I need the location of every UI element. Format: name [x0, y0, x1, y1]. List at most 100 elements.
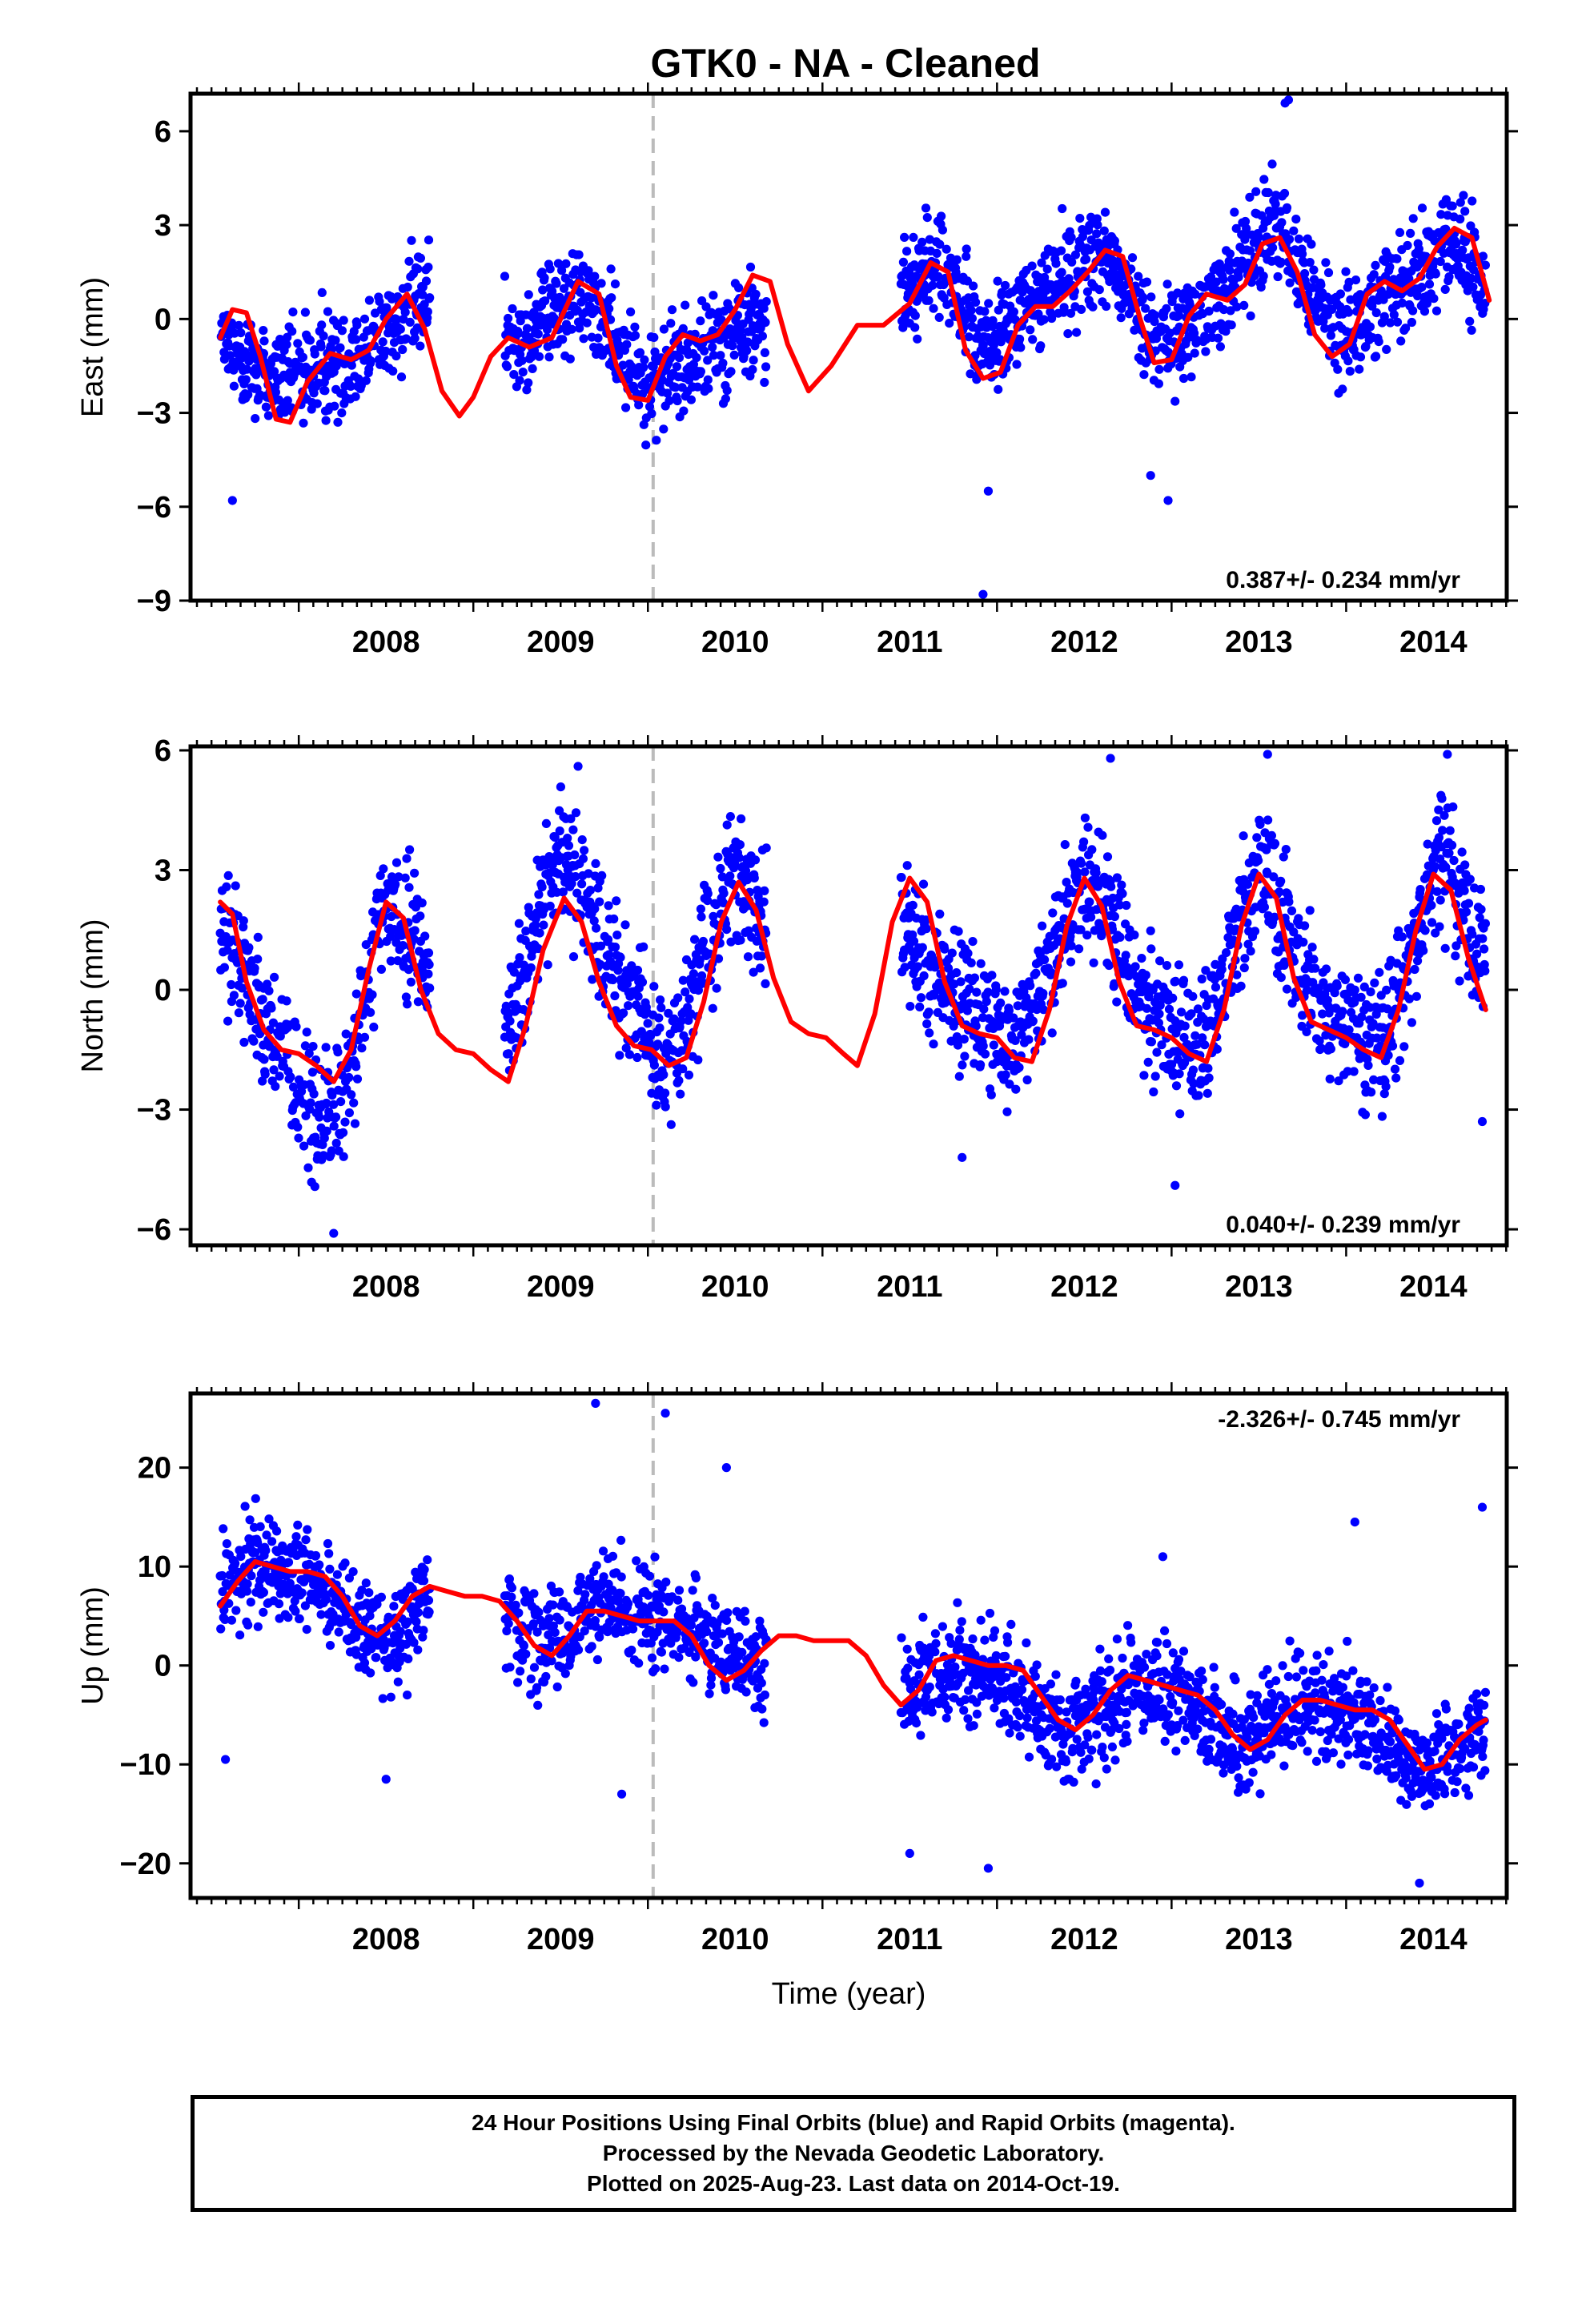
- data-point: [760, 377, 769, 388]
- data-point: [1423, 839, 1432, 849]
- data-point: [945, 319, 954, 328]
- data-point: [1452, 941, 1461, 951]
- data-point: [1208, 994, 1219, 1003]
- data-point: [622, 340, 632, 349]
- data-point: [502, 362, 512, 372]
- data-point: [942, 244, 951, 254]
- data-point: [644, 1571, 655, 1581]
- data-point: [1203, 1088, 1212, 1098]
- data-point: [696, 316, 705, 326]
- data-point: [971, 1021, 981, 1031]
- data-point: [532, 1627, 542, 1637]
- data-point: [305, 336, 315, 345]
- x-tick-label: 2011: [877, 625, 942, 659]
- data-point: [603, 935, 613, 944]
- data-point: [1355, 352, 1366, 362]
- data-point: [1189, 1079, 1199, 1088]
- data-point: [347, 1090, 356, 1100]
- data-point: [391, 858, 402, 867]
- data-point: [966, 369, 975, 379]
- data-point: [1246, 311, 1255, 321]
- data-point: [258, 1076, 267, 1086]
- data-point: [618, 360, 628, 370]
- data-point: [952, 968, 962, 978]
- data-point: [960, 1051, 970, 1061]
- data-point: [970, 973, 979, 983]
- data-point: [704, 384, 713, 393]
- data-point: [728, 341, 737, 351]
- data-point: [709, 911, 718, 921]
- data-point: [423, 1555, 432, 1565]
- data-point: [337, 326, 347, 336]
- data-point: [1436, 210, 1446, 219]
- data-point: [419, 1626, 428, 1635]
- data-point: [1383, 1051, 1393, 1060]
- data-point: [1146, 292, 1156, 302]
- data-point: [1353, 298, 1363, 308]
- data-point: [1193, 1004, 1203, 1014]
- data-point: [908, 900, 917, 910]
- data-point: [516, 1667, 525, 1676]
- data-point: [220, 1614, 230, 1624]
- data-point: [564, 841, 574, 850]
- data-point: [1082, 287, 1092, 296]
- data-point: [243, 1620, 253, 1630]
- data-point: [1305, 906, 1315, 915]
- data-point: [592, 1561, 601, 1570]
- data-point: [1376, 286, 1386, 296]
- data-point: [736, 935, 745, 945]
- data-point: [595, 897, 604, 907]
- data-point: [613, 966, 623, 975]
- data-point: [1213, 333, 1223, 343]
- data-point: [1067, 257, 1077, 267]
- data-point: [1024, 1035, 1034, 1044]
- data-point: [937, 211, 946, 221]
- data-point: [260, 1069, 270, 1079]
- data-point: [986, 1090, 996, 1100]
- data-point: [376, 964, 386, 974]
- data-point: [980, 307, 990, 316]
- data-point: [603, 1627, 612, 1637]
- data-point: [566, 814, 576, 823]
- data-point: [1243, 879, 1253, 889]
- data-point: [683, 338, 693, 348]
- data-point: [1234, 272, 1243, 282]
- data-point: [359, 1658, 370, 1667]
- data-point: [1478, 934, 1488, 943]
- data-point: [375, 870, 385, 880]
- data-point: [1093, 220, 1102, 230]
- data-point: [1118, 889, 1127, 899]
- data-point: [636, 1027, 646, 1036]
- x-tick-label: 2011: [877, 1270, 942, 1304]
- data-point: [1465, 316, 1475, 326]
- data-point: [678, 324, 688, 333]
- data-point: [917, 237, 927, 247]
- data-point: [967, 314, 977, 324]
- data-point: [1066, 957, 1076, 967]
- data-point: [1215, 342, 1225, 352]
- data-point: [717, 872, 727, 882]
- data-point: [976, 1060, 986, 1070]
- data-point: [761, 362, 771, 372]
- data-point: [227, 1615, 236, 1625]
- data-point: [608, 1551, 618, 1561]
- data-point: [1005, 1080, 1014, 1089]
- data-point: [902, 247, 912, 256]
- data-point: [735, 840, 745, 850]
- data-point: [299, 1141, 309, 1151]
- data-point: [1300, 921, 1310, 931]
- data-point: [240, 1502, 250, 1511]
- data-point: [1382, 985, 1391, 995]
- data-point: [217, 1570, 227, 1581]
- data-point: [897, 873, 906, 883]
- data-point: [1276, 876, 1286, 886]
- data-point: [1270, 838, 1280, 848]
- data-point: [1366, 987, 1375, 997]
- data-point: [596, 941, 606, 951]
- data-point: [1091, 868, 1101, 878]
- data-point: [616, 1589, 625, 1598]
- data-point: [1015, 334, 1025, 344]
- data-point: [576, 287, 585, 297]
- data-point: [1257, 211, 1267, 220]
